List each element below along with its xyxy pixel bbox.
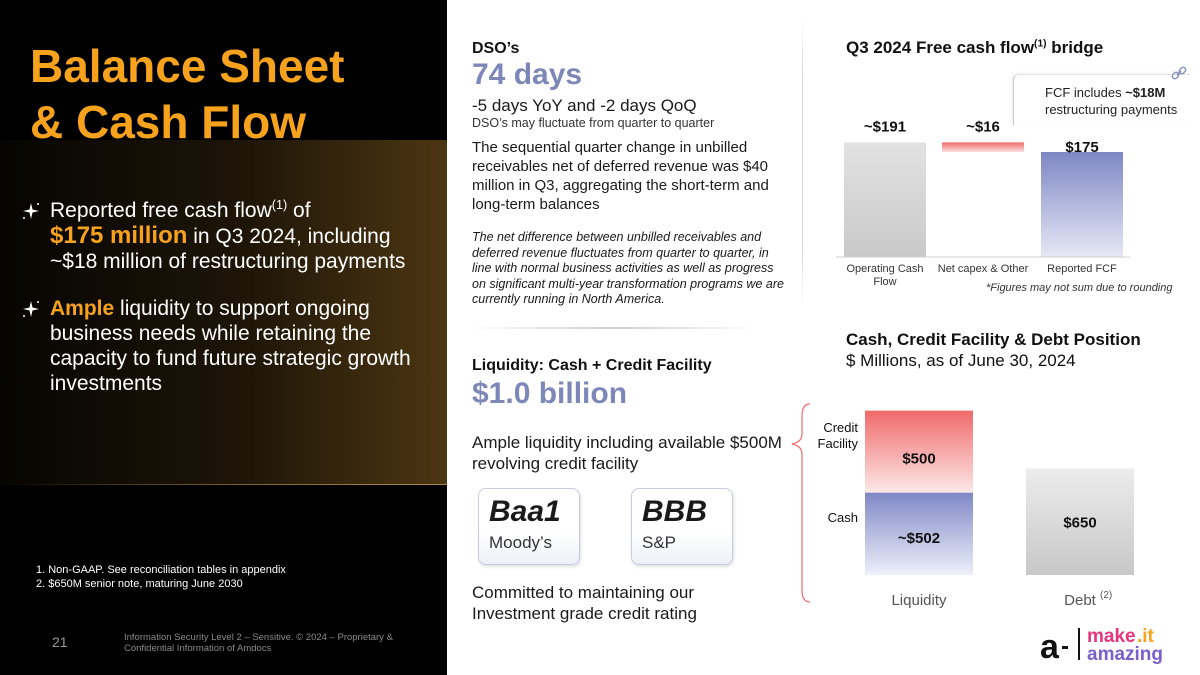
liquidity-description: Ample liquidity including available $500… (472, 433, 782, 473)
callout-post: restructuring payments (1045, 102, 1178, 117)
dso-note: DSO’s may fluctuate from quarter to quar… (472, 116, 715, 130)
bullet-2-highlight: Ample (50, 297, 115, 320)
bar-cash (865, 492, 973, 575)
left-panel: Balance Sheet & Cash Flow Reported free … (0, 0, 447, 675)
bar-credit-facility (865, 410, 973, 493)
credit-data-label: $500 (902, 451, 935, 468)
series-label-credit-facility: Credit Facility (818, 420, 859, 451)
bullet-2-post: liquidity to support ongoing business ne… (50, 297, 411, 395)
fcf-callout-box (1013, 74, 1190, 125)
page-title: Balance Sheet & Cash Flow (30, 38, 344, 150)
rating-card-moodys: Baa1 Moody’s (478, 488, 580, 565)
bullet-1-sup: (1) (271, 198, 288, 212)
amdocs-logo: a make .it amazing (1040, 626, 1163, 666)
dso-paragraph: The sequential quarter change in unbille… (472, 139, 769, 213)
dso-heading: DSO’s (472, 40, 520, 57)
series-label-cash: Cash (828, 510, 858, 525)
dso-italic-paragraph: The net difference between unbilled rece… (472, 230, 784, 306)
fcf-rounding-note: *Figures may not sum due to rounding (986, 282, 1173, 294)
fcf-title-sup: (1) (1034, 38, 1047, 50)
link-icon (1171, 66, 1187, 80)
commitment-text: Committed to maintaining our Investment … (472, 583, 697, 623)
bullet-1-highlight: $175 million (50, 222, 188, 249)
liquidity-heading: Liquidity: Cash + Credit Facility (472, 357, 712, 374)
cash-chart-title: Cash, Credit Facility & Debt Position (846, 330, 1141, 349)
title-line-1: Balance Sheet (30, 40, 345, 92)
fcf-title-post: bridge (1046, 38, 1104, 57)
bullet-1-post: in Q3 2024, including ~$18 million of re… (50, 225, 406, 273)
rating-agency: S&P (642, 533, 677, 552)
fcf-bridge-chart: ~$191 ~$16 $175 Operating Cash Flow Net capex… (836, 118, 1130, 285)
rating-card-sp: BBB S&P (631, 488, 733, 565)
fcf-bar-reported-fcf (1041, 152, 1123, 257)
fcf-bar-operating-cash-flow (844, 142, 926, 257)
panel-glow (0, 140, 447, 485)
footnote-2: 2. $650M senior note, maturing June 2030 (36, 578, 243, 590)
svg-text:a: a (1040, 628, 1060, 666)
confidentiality-note: Information Security Level 2 – Sensitive… (124, 632, 393, 654)
dso-value: 74 days (472, 58, 583, 91)
sparkle-icon (23, 301, 39, 317)
panel-divider (0, 484, 447, 485)
title-line-2: & Cash Flow (30, 96, 307, 148)
cash-data-label: ~$502 (898, 530, 940, 547)
fcf-category-label: Operating Cash Flow (846, 263, 923, 285)
sparkle-icon (23, 203, 39, 219)
cash-category-label: Debt (1064, 592, 1097, 609)
rating-value: BBB (642, 495, 707, 528)
fcf-title-pre: Q3 2024 Free cash flow (846, 38, 1035, 57)
bullet-1-mid: of (287, 199, 311, 222)
fcf-category-label: Net capex & Other (938, 263, 1029, 275)
liquidity-bracket (791, 403, 811, 603)
fcf-data-label: ~$191 (864, 118, 906, 135)
horizontal-divider (470, 327, 760, 329)
cash-category-sup: (2) (1100, 590, 1112, 601)
fcf-chart-title: Q3 2024 Free cash flow(1) bridge (846, 38, 1103, 58)
rating-agency: Moody’s (489, 533, 552, 552)
fcf-bar-net-capex (942, 142, 1024, 152)
cash-debt-chart: $500 ~$502 $650 Credit Facility Cash Liquidity… (791, 403, 1134, 609)
fcf-callout-text: FCF includes ~$18M restructuring payment… (1045, 84, 1195, 118)
page-number: 21 (52, 634, 68, 650)
rating-value: Baa1 (489, 495, 561, 528)
liquidity-value: $1.0 billion (472, 377, 628, 410)
dso-change: -5 days YoY and -2 days QoQ (472, 96, 697, 115)
vertical-divider (802, 18, 803, 308)
callout-bold: ~$18M (1125, 85, 1166, 100)
fcf-data-label: $175 (1065, 139, 1098, 156)
fcf-category-label: Reported FCF (1047, 263, 1117, 275)
cash-chart-subtitle: $ Millions, as of June 30, 2024 (846, 351, 1076, 370)
bar-debt (1026, 468, 1134, 575)
callout-pre: FCF includes (1045, 85, 1126, 100)
bullet-1-pre: Reported free cash flow (50, 199, 272, 222)
footnotes: 1. Non-GAAP. See reconciliation tables i… (36, 563, 286, 591)
cash-category-label: Liquidity (891, 592, 947, 609)
fcf-data-label: ~$16 (966, 118, 1000, 135)
debt-data-label: $650 (1063, 515, 1096, 532)
svg-text:amazing: amazing (1087, 644, 1163, 665)
svg-text:make: make (1087, 626, 1136, 647)
footnote-1: 1. Non-GAAP. See reconciliation tables i… (36, 564, 286, 576)
svg-text:.it: .it (1137, 626, 1155, 647)
